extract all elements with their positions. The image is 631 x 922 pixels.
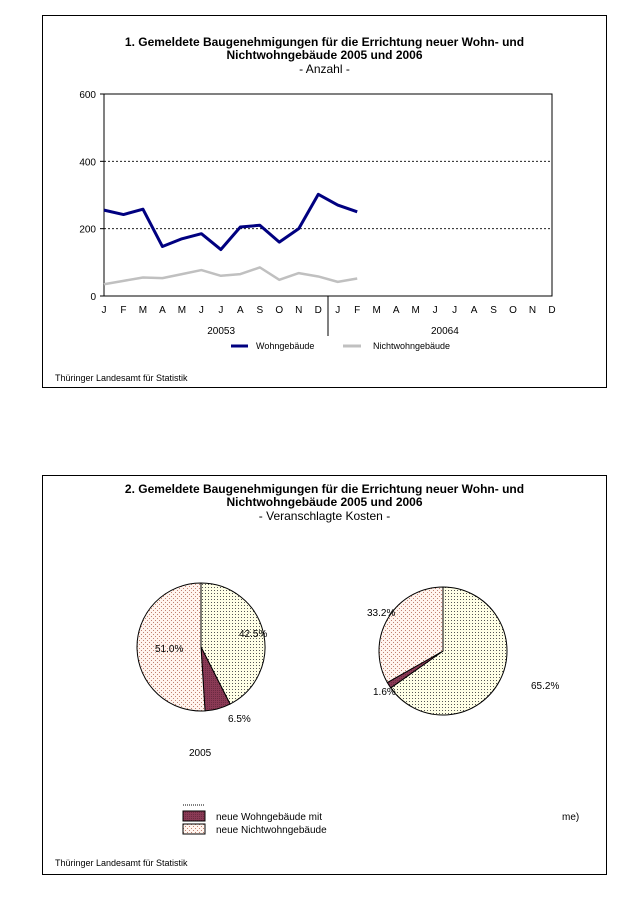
x-tick-label: O (509, 305, 517, 316)
pie-slice-label: 65.2% (531, 681, 559, 692)
x-tick-label: D (315, 305, 322, 316)
x-tick-label: D (548, 305, 555, 316)
x-tick-label: S (490, 305, 497, 316)
x-tick-label: F (354, 305, 360, 316)
chart2-subtitle: - Veranschlagte Kosten - (258, 509, 391, 523)
chart2-title-line2: Nichtwohngebäude 2005 und 2006 (226, 495, 423, 509)
pie-slice (378, 586, 444, 684)
x-tick-label: A (471, 305, 478, 316)
series-line-wohngebaeude (103, 192, 358, 252)
year-label: 20064 (431, 326, 459, 337)
chart1-source: Thüringer Landesamt für Statistik (55, 373, 188, 383)
x-tick-label: J (199, 305, 204, 316)
x-tick-label: M (178, 305, 186, 316)
pie-slice (200, 582, 266, 705)
pie-slice (136, 582, 206, 712)
x-tick-label: O (275, 305, 283, 316)
series-line-nichtwohngebaeude (103, 266, 358, 286)
x-tick-label: J (102, 305, 107, 316)
pie-slice-label: 6.5% (228, 714, 251, 725)
x-tick-label: J (218, 305, 223, 316)
plot-area (103, 93, 553, 297)
x-tick-label: A (159, 305, 166, 316)
pie-slice-label: 42.5% (239, 629, 267, 640)
legend-fragment-right: me) (562, 812, 579, 823)
y-tick-label: 600 (79, 90, 96, 101)
pie-chart-svg: 42.5% 6.5% 51.0% 65.2% 1.6% 33.2% 2005 neue Woh… (136, 582, 579, 836)
legend-label-wohngebaeude: neue Wohngebäude mit (216, 812, 322, 823)
pie-slice (390, 586, 508, 716)
x-tick-label: N (295, 305, 302, 316)
x-tick-label: M (139, 305, 147, 316)
y-tick-label: 400 (79, 157, 96, 168)
y-tick-label: 0 (90, 292, 96, 303)
legend-label-nichtwohngebaeude: Nichtwohngebäude (373, 341, 450, 351)
chart1-title-line2: Nichtwohngebäude 2005 und 2006 (226, 48, 423, 62)
pie-year-label: 2005 (189, 748, 212, 759)
pie-slice-label: 33.2% (367, 608, 395, 619)
x-tick-label: J (452, 305, 457, 316)
line-chart-panel: 1. Gemeldete Baugenehmigungen für die Er… (42, 15, 607, 388)
x-tick-label: S (256, 305, 263, 316)
pie-chart-panel: 2. Gemeldete Baugenehmigungen für die Er… (42, 475, 607, 875)
legend-swatch-wohngebaeude (182, 810, 206, 822)
x-tick-label: M (373, 305, 381, 316)
chart2-title-line1: 2. Gemeldete Baugenehmigungen für die Er… (124, 482, 525, 496)
legend-label-nichtwohngebaeude: neue Nichtwohngebäude (216, 825, 327, 836)
x-tick-label: J (433, 305, 438, 316)
x-tick-label: N (529, 305, 536, 316)
legend-label-wohngebaeude: Wohngebäude (256, 341, 314, 351)
year-label: 20053 (207, 326, 235, 337)
chart1-subtitle: - Anzahl - (299, 62, 350, 76)
x-tick-label: F (120, 305, 126, 316)
x-tick-label: M (411, 305, 419, 316)
x-tick-label: A (393, 305, 400, 316)
legend-swatch-nichtwohngebaeude (182, 823, 206, 835)
chart2-source: Thüringer Landesamt für Statistik (55, 858, 188, 868)
x-tick-label: A (237, 305, 244, 316)
chart1-title-line1: 1. Gemeldete Baugenehmigungen für die Er… (124, 35, 525, 49)
y-tick-label: 200 (79, 225, 96, 236)
pie-slice-label: 1.6% (373, 687, 396, 698)
x-tick-label: J (335, 305, 340, 316)
pie-slice-label: 51.0% (155, 644, 183, 655)
